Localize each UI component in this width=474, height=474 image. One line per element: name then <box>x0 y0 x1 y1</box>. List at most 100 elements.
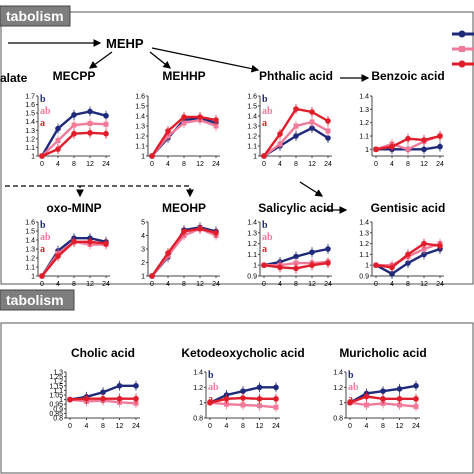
y-tick-label: 1.6 <box>25 102 35 109</box>
x-tick-label: 0 <box>262 281 266 288</box>
y-tick-label: 1.4 <box>333 370 343 377</box>
top-section-frame <box>0 11 474 285</box>
x-tick-label: 8 <box>72 161 76 168</box>
data-point-red <box>213 117 219 123</box>
y-tick-label: 1.7 <box>25 94 35 101</box>
data-point-red <box>309 262 315 269</box>
group-letter: ab <box>262 232 273 243</box>
bottom-section-frame <box>0 322 474 474</box>
x-tick-label: 4 <box>56 161 60 168</box>
x-tick-label: 4 <box>365 423 369 430</box>
data-point-navy <box>240 388 246 394</box>
y-tick-label: 1.4 <box>247 114 257 121</box>
x-tick-label: 8 <box>294 281 298 288</box>
data-point-red <box>181 228 187 235</box>
data-point-navy <box>100 389 106 396</box>
x-tick-label: 0 <box>374 161 378 168</box>
x-tick-label: 12 <box>420 281 428 288</box>
y-tick-label: 2 <box>141 260 145 267</box>
y-tick-label: 1 <box>141 274 145 281</box>
x-tick-label: 4 <box>225 423 229 430</box>
data-point-navy <box>421 146 427 153</box>
x-tick-label: 8 <box>406 161 410 168</box>
data-point-red <box>103 130 109 137</box>
x-tick-label: 12 <box>308 161 316 168</box>
panel-title: oxo-MINP <box>46 201 101 215</box>
data-point-navy <box>413 383 419 389</box>
data-point-pink <box>413 404 419 409</box>
data-point-red <box>437 133 443 139</box>
y-tick-label: 1 <box>59 397 63 404</box>
y-tick-label: 1.2 <box>359 241 369 248</box>
x-tick-label: 0 <box>150 281 154 288</box>
panel-title: MEOHP <box>162 201 206 215</box>
group-letter: ab <box>262 106 273 117</box>
bottom-section-tab <box>0 289 75 311</box>
y-tick-label: 1.4 <box>193 370 203 377</box>
legend-pink-marker <box>459 46 465 52</box>
data-point-red <box>87 239 93 245</box>
data-point-pink <box>397 402 402 408</box>
data-point-red <box>83 395 90 402</box>
x-tick-label: 12 <box>86 281 94 288</box>
data-point-pink <box>273 404 279 410</box>
y-tick-label: 1 <box>31 274 35 281</box>
x-tick-label: 24 <box>132 423 140 430</box>
x-tick-label: 0 <box>150 161 154 168</box>
data-point-red <box>87 130 93 136</box>
x-tick-label: 12 <box>116 423 124 430</box>
data-point-navy <box>103 112 109 119</box>
panel-title: Salicylic acid <box>258 201 333 215</box>
x-tick-label: 4 <box>390 281 394 288</box>
data-point-red <box>207 399 213 406</box>
y-tick-label: 1.1 <box>247 252 257 259</box>
y-tick-label: 3 <box>141 247 145 254</box>
x-tick-label: 24 <box>102 161 110 168</box>
x-tick-label: 24 <box>324 161 332 168</box>
data-point-navy <box>405 260 411 266</box>
data-point-red <box>71 239 77 245</box>
group-letter: a <box>262 118 267 129</box>
y-tick-label: 1.3 <box>247 124 257 131</box>
data-point-red <box>396 396 403 402</box>
data-point-navy <box>421 251 427 258</box>
y-tick-label: 5 <box>141 220 145 227</box>
x-tick-label: 12 <box>308 281 316 288</box>
y-tick-label: 1.4 <box>135 114 145 121</box>
y-tick-label: 0.9 <box>359 274 369 281</box>
data-point-navy <box>309 249 315 256</box>
x-tick-label: 0 <box>40 281 44 288</box>
y-tick-label: 1.3 <box>359 230 369 237</box>
data-point-pink <box>277 141 283 147</box>
data-point-pink <box>71 122 77 128</box>
data-point-pink <box>309 119 315 125</box>
group-letter: a <box>348 394 353 405</box>
x-tick-label: 24 <box>212 161 220 168</box>
data-point-navy <box>256 384 263 391</box>
data-point-red <box>213 230 219 236</box>
data-point-red <box>100 395 106 402</box>
group-letter: b <box>262 94 268 105</box>
panel-title: Muricholic acid <box>339 346 426 360</box>
data-point-red <box>363 393 370 400</box>
panel-gentisic-acid: Gentisic acid 0.9 1 1.1 1.2 1.3 1.4 0 4 8 12 24 <box>359 201 445 288</box>
legend <box>452 30 474 68</box>
data-point-red <box>293 265 299 272</box>
data-point-red <box>67 396 73 403</box>
x-tick-label: 4 <box>278 281 282 288</box>
y-tick-label: 1.4 <box>359 94 369 101</box>
y-tick-label: 0.8 <box>193 416 203 423</box>
y-tick-label: 1.2 <box>25 136 35 143</box>
arrow-mehp-phthalic <box>151 47 260 73</box>
y-tick-label: 1.4 <box>359 220 369 227</box>
arrow-dashed-to-oxo <box>5 185 84 198</box>
y-tick-label: 1.1 <box>359 252 369 259</box>
x-tick-label: 0 <box>374 281 378 288</box>
data-point-red <box>197 225 203 232</box>
x-tick-label: 8 <box>101 423 105 430</box>
data-point-red <box>103 240 109 247</box>
data-point-pink <box>224 401 229 407</box>
data-point-red <box>39 273 45 279</box>
